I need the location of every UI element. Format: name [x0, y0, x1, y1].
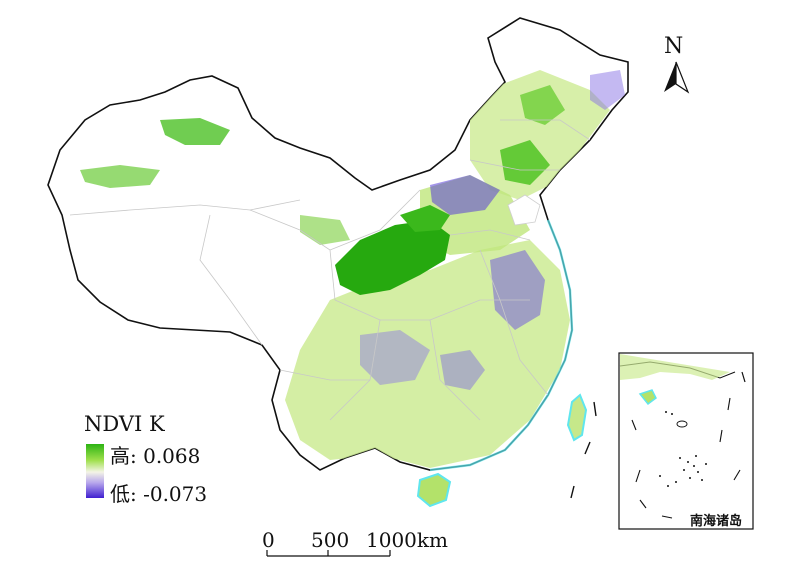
coastline-cyan: [429, 219, 574, 472]
south-china-sea-inset: [618, 352, 754, 530]
north-label: N: [664, 34, 684, 59]
legend-high-label: 高: 0.068: [110, 444, 201, 468]
inset-label: 南海诸岛: [690, 514, 743, 529]
boundary-dash-marks: [570, 401, 597, 499]
north-arrow-icon: [664, 61, 690, 94]
legend-color-ramp: [86, 444, 104, 498]
bohai-sea: [507, 194, 541, 226]
hainan-island: [416, 472, 452, 508]
province-boundaries: [69, 119, 591, 421]
ndvi-trend-layer: [69, 70, 625, 468]
legend-low-label: 低: -0.073: [110, 482, 208, 506]
scale-tick-0: 0: [262, 528, 275, 552]
legend-title: NDVI K: [84, 412, 165, 436]
scale-tick-500: 500: [311, 528, 350, 552]
scale-tick-1000km: 1000km: [366, 528, 448, 552]
scale-bar: [266, 550, 391, 557]
taiwan-island: [566, 393, 588, 442]
